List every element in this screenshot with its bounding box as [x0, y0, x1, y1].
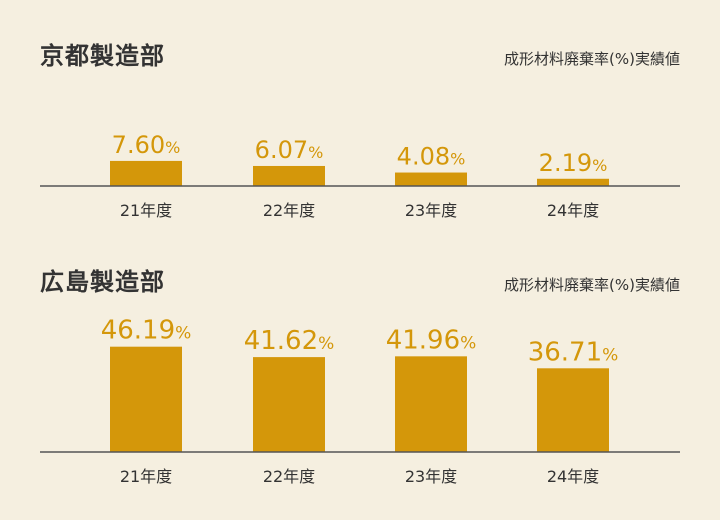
chart-subtitle: 成形材料廃棄率(%)実績値	[504, 276, 680, 294]
bar-3	[395, 356, 467, 452]
bar-value-label: 46.19%	[101, 316, 192, 346]
x-tick-label: 24年度	[547, 201, 599, 220]
bar-1	[110, 160, 182, 186]
x-tick-label: 21年度	[120, 467, 172, 486]
bar-value-label: 2.19%	[539, 149, 608, 177]
x-tick-label: 22年度	[263, 201, 315, 220]
x-tick-label: 24年度	[547, 467, 599, 486]
bar-value-label: 7.60%	[112, 131, 181, 159]
bar-chart-kyoto: 7.60% 21年度 6.07% 22年度 4.08% 23年度 2.19% 24年度	[40, 131, 680, 220]
bar-value-label: 41.62%	[244, 326, 335, 356]
chart-title: 広島製造部	[40, 268, 165, 296]
chart-subtitle: 成形材料廃棄率(%)実績値	[504, 50, 680, 68]
bar-value-label: 4.08%	[397, 143, 466, 171]
bar-2	[253, 165, 325, 186]
bar-4	[537, 368, 609, 452]
x-tick-label: 21年度	[120, 201, 172, 220]
chart-title: 京都製造部	[40, 42, 165, 70]
chart-panel-hiroshima: 広島製造部 成形材料廃棄率(%)実績値 46.19% 21年度 41.62% 22年度…	[0, 262, 720, 502]
bar-value-label: 36.71%	[528, 337, 619, 367]
bar-1	[110, 346, 182, 452]
bar-chart-hiroshima: 46.19% 21年度 41.62% 22年度 41.96% 23年度 36.71% 24年度	[40, 316, 680, 486]
bar-3	[395, 172, 467, 186]
bar-2	[253, 357, 325, 452]
chart-panel-kyoto: 京都製造部 成形材料廃棄率(%)実績値 7.60% 21年度 6.07% 22年度 4.…	[0, 36, 720, 236]
bar-value-label: 41.96%	[386, 325, 477, 355]
bar-value-label: 6.07%	[255, 136, 324, 164]
x-tick-label: 23年度	[405, 201, 457, 220]
x-tick-label: 23年度	[405, 467, 457, 486]
bar-4	[537, 178, 609, 186]
x-tick-label: 22年度	[263, 467, 315, 486]
